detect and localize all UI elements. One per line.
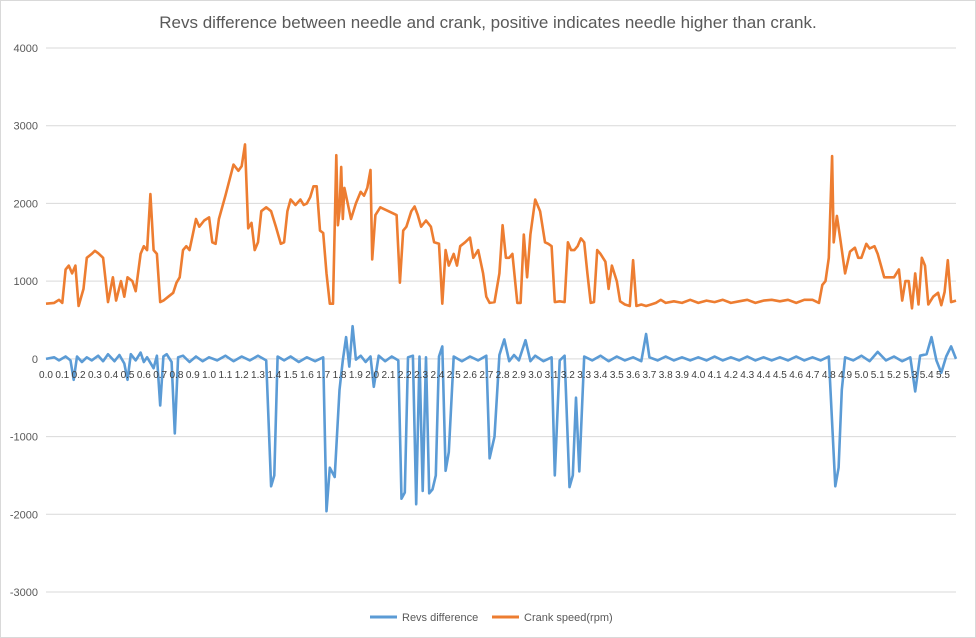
x-tick-label: 4.1: [708, 370, 722, 381]
x-tick-label: 1.2: [235, 370, 249, 381]
x-tick-label: 3.0: [528, 370, 542, 381]
series-line-crank-speed-rpm: [45, 143, 957, 310]
x-tick-label: 5.1: [871, 370, 885, 381]
x-tick-label: 0.5: [121, 370, 135, 381]
x-tick-label: 1.9: [349, 370, 363, 381]
x-tick-label: 0.1: [55, 370, 69, 381]
x-tick-label: 5.3: [903, 370, 917, 381]
x-tick-label: 1.0: [202, 370, 216, 381]
x-tick-label: 1.3: [251, 370, 265, 381]
x-tick-label: 5.2: [887, 370, 901, 381]
y-tick-label: 0: [32, 354, 38, 366]
x-tick-label: 4.2: [724, 370, 738, 381]
x-tick-label: 0.7: [153, 370, 167, 381]
x-tick-label: 3.1: [545, 370, 559, 381]
gridlines: [46, 47, 956, 593]
x-tick-label: 2.5: [447, 370, 461, 381]
x-tick-label: 3.3: [577, 370, 591, 381]
x-tick-label: 1.8: [333, 370, 347, 381]
x-tick-label: 1.7: [316, 370, 330, 381]
x-tick-label: 0.3: [88, 370, 102, 381]
y-tick-label: 3000: [14, 121, 38, 133]
x-tick-label: 3.2: [561, 370, 575, 381]
x-tick-label: 5.4: [920, 370, 934, 381]
x-tick-label: 2.6: [463, 370, 477, 381]
x-tick-label: 2.3: [414, 370, 428, 381]
series-line-revs-difference: [45, 324, 958, 513]
x-tick-label: 4.6: [789, 370, 803, 381]
x-tick-label: 1.1: [218, 370, 232, 381]
x-tick-label: 1.5: [284, 370, 298, 381]
chart-title: Revs difference between needle and crank…: [159, 13, 816, 32]
x-tick-label: 2.4: [430, 370, 444, 381]
x-tick-label: 0.8: [170, 370, 184, 381]
x-tick-label: 5.5: [936, 370, 950, 381]
x-tick-label: 3.7: [642, 370, 656, 381]
x-tick-label: 2.2: [398, 370, 412, 381]
x-tick-label: 3.8: [659, 370, 673, 381]
legend-label-revs-difference: Revs difference: [402, 612, 478, 624]
y-tick-label: 2000: [14, 198, 38, 210]
x-tick-label: 2.0: [365, 370, 379, 381]
x-tick-label: 0.4: [104, 370, 118, 381]
x-tick-label: 3.6: [626, 370, 640, 381]
x-tick-label: 2.1: [382, 370, 396, 381]
x-tick-label: 3.4: [594, 370, 608, 381]
y-tick-label: -1000: [10, 432, 38, 444]
x-tick-label: 5.0: [854, 370, 868, 381]
x-tick-label: 4.5: [773, 370, 787, 381]
legend[interactable]: Revs difference Crank speed(rpm): [370, 612, 613, 624]
x-tick-label: 0.2: [72, 370, 86, 381]
x-tick-label: 0.0: [39, 370, 53, 381]
x-tick-label: 4.9: [838, 370, 852, 381]
x-tick-label: 4.4: [757, 370, 771, 381]
x-tick-label: 4.3: [740, 370, 754, 381]
x-tick-label: 4.7: [806, 370, 820, 381]
x-tick-label: 2.7: [479, 370, 493, 381]
x-tick-label: 0.9: [186, 370, 200, 381]
x-tick-label: 0.6: [137, 370, 151, 381]
x-tick-label: 3.5: [610, 370, 624, 381]
x-axis: 0.0 0.1 0.2 0.3 0.4 0.5 0.6 0.7 0.8 0.9 1.0 1.1 1.2 1…: [39, 370, 950, 381]
legend-label-crank-speed: Crank speed(rpm): [524, 612, 613, 624]
y-tick-label: 4000: [14, 43, 38, 55]
x-tick-label: 2.9: [512, 370, 526, 381]
x-tick-label: 3.9: [675, 370, 689, 381]
x-tick-label: 4.8: [822, 370, 836, 381]
y-tick-label: 1000: [14, 276, 38, 288]
y-tick-label: -3000: [10, 587, 38, 599]
x-tick-label: 1.6: [300, 370, 314, 381]
series-group: [45, 143, 958, 513]
y-tick-label: -2000: [10, 509, 38, 521]
x-tick-label: 2.8: [496, 370, 510, 381]
x-tick-label: 4.0: [691, 370, 705, 381]
x-tick-label: 1.4: [267, 370, 281, 381]
y-axis: 4000 3000 2000 1000 0 -1000 -2000 -3000: [10, 43, 38, 599]
